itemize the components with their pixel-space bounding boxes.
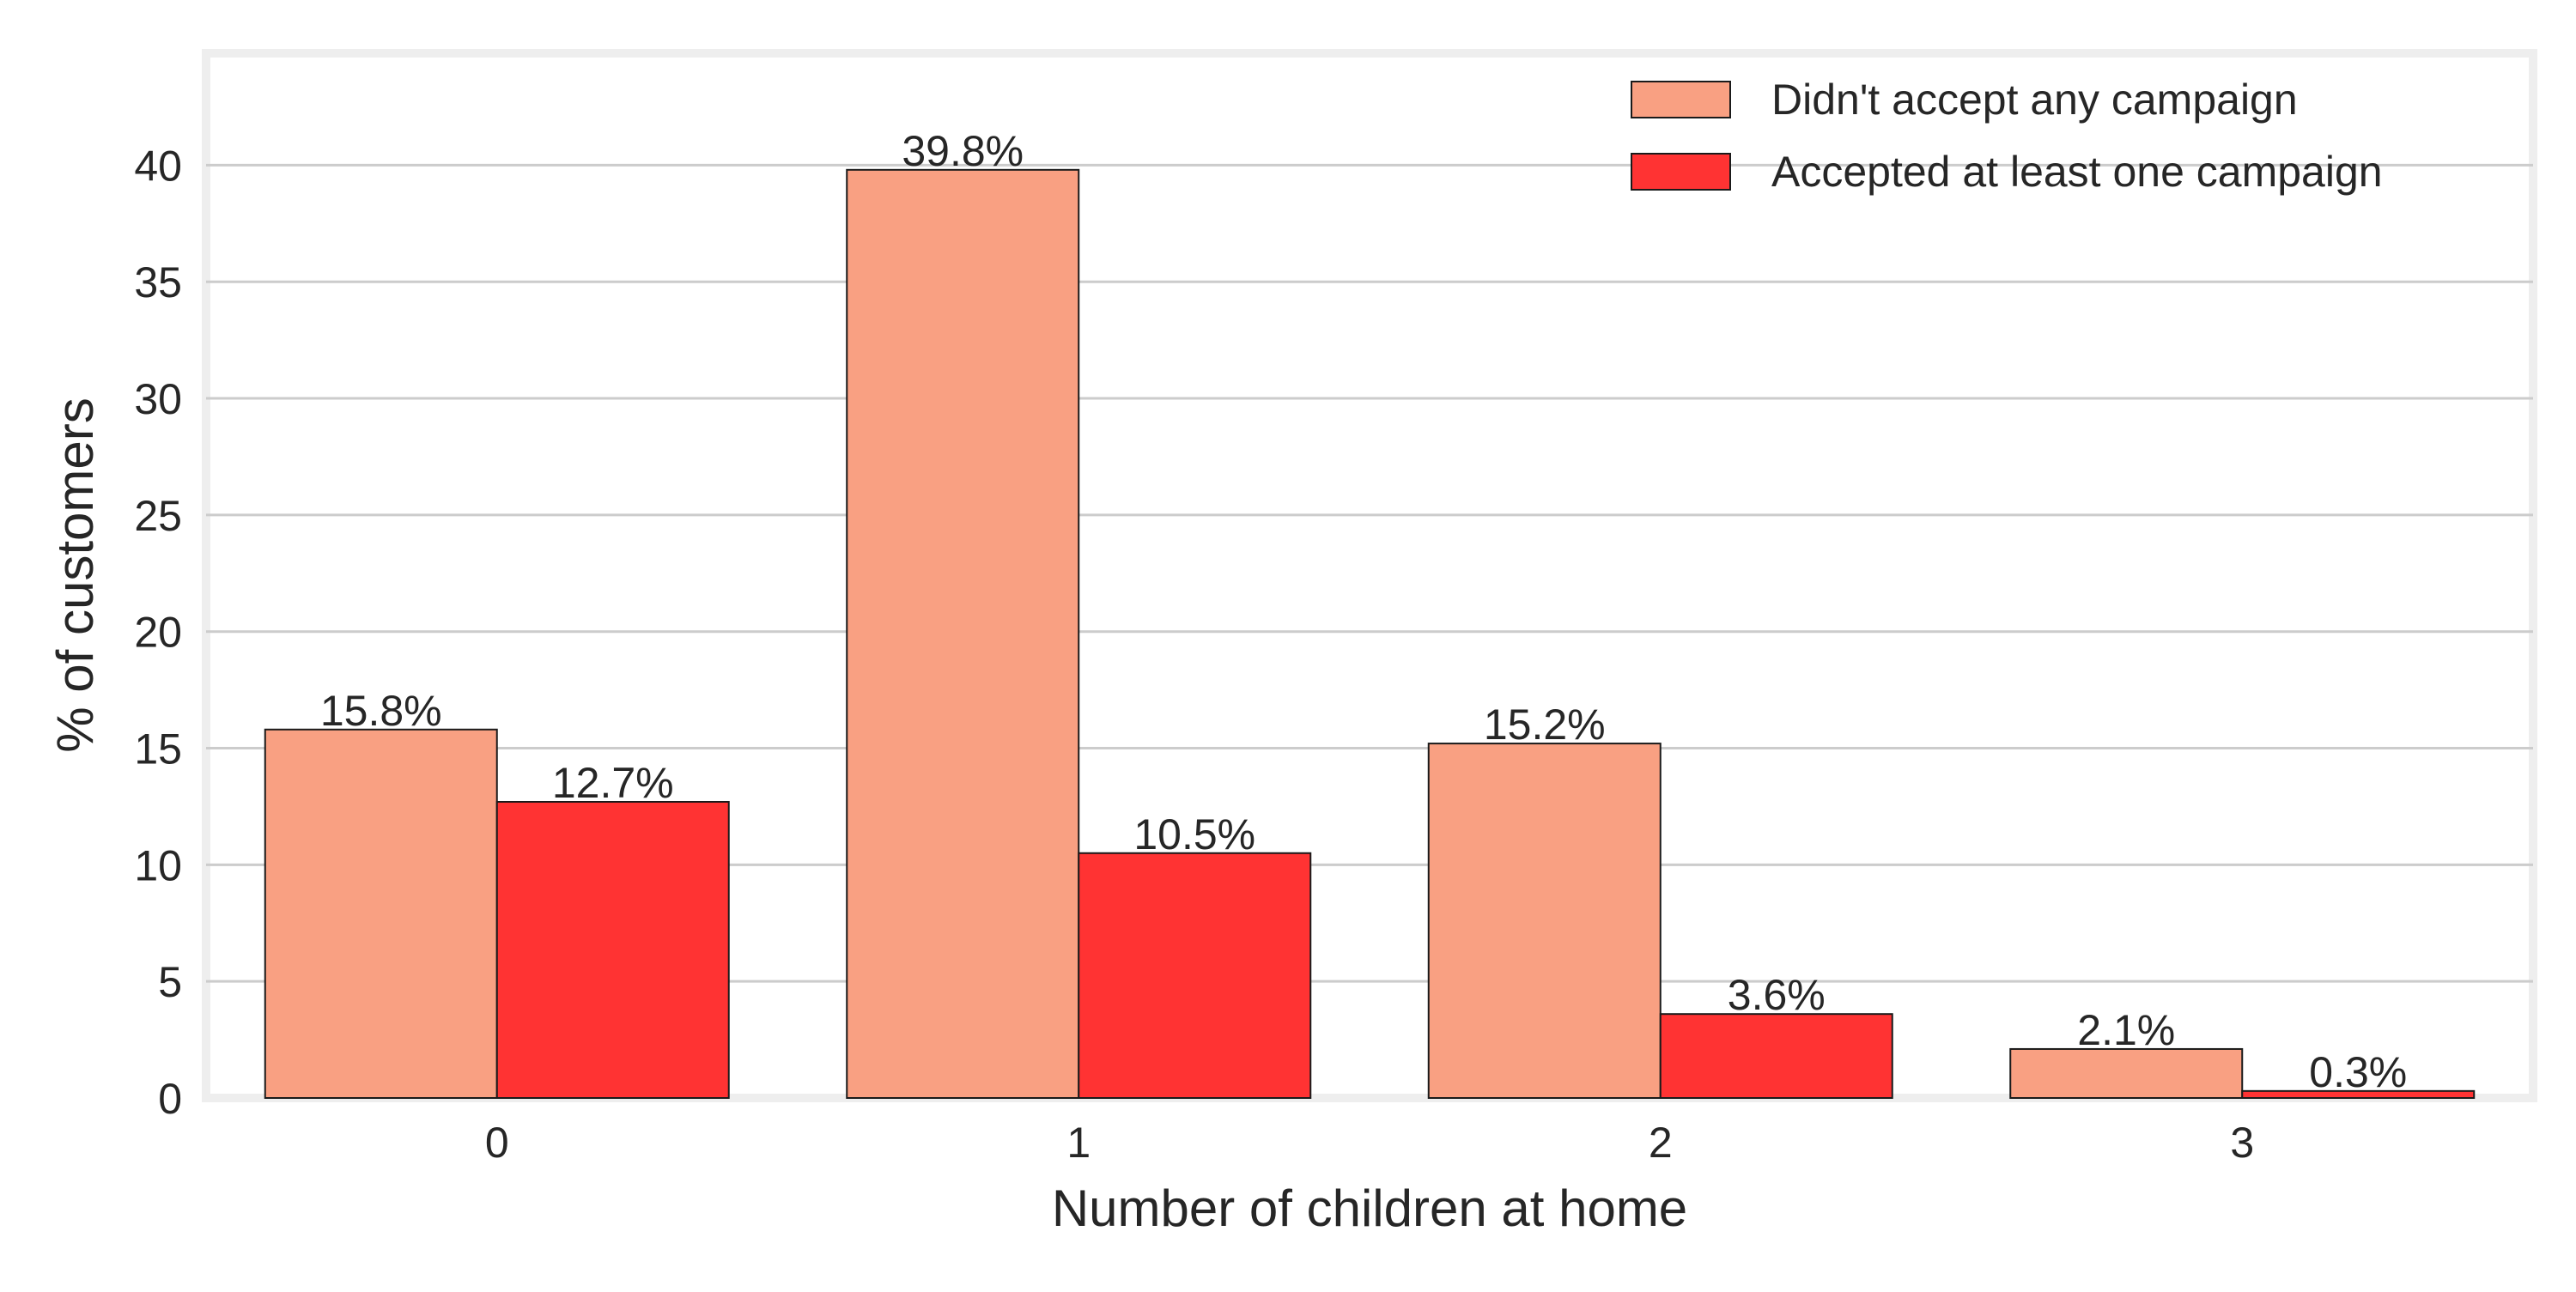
bar-value-label: 39.8% [902, 127, 1024, 175]
data-labels: 15.8% 12.7% 39.8% 10.5% 15.2% 3.6% 2.1% 0.3% [320, 127, 2407, 1096]
legend-label: Didn't accept any campaign [1771, 76, 2298, 124]
legend-swatch [1631, 81, 1731, 118]
x-tick-label: 2 [1649, 1119, 1673, 1167]
x-axis-ticks: 0 1 2 3 [485, 1119, 2254, 1167]
bar-value-label: 2.1% [2077, 1006, 2175, 1054]
y-axis-label: % of customers [46, 397, 104, 752]
bar [1659, 1013, 1893, 1099]
legend: Didn't accept any campaign Accepted at le… [1631, 76, 2383, 196]
y-tick-label: 5 [158, 958, 182, 1006]
bar [1427, 743, 1662, 1099]
bar [264, 728, 498, 1099]
bar-value-label: 12.7% [552, 759, 674, 807]
bar-value-label: 3.6% [1728, 971, 1826, 1019]
y-tick-label: 20 [134, 609, 182, 657]
legend-swatch [1631, 153, 1731, 191]
y-tick-label: 25 [134, 492, 182, 540]
y-tick-label: 30 [134, 375, 182, 423]
y-tick-label: 35 [134, 258, 182, 306]
bar-value-label: 0.3% [2309, 1048, 2407, 1096]
bar-value-label: 10.5% [1133, 810, 1255, 858]
bar [846, 168, 1080, 1099]
bars [264, 168, 2476, 1100]
legend-label: Accepted at least one campaign [1771, 148, 2383, 196]
bar [2241, 1089, 2476, 1100]
y-tick-label: 40 [134, 142, 182, 190]
bar-value-label: 15.2% [1484, 701, 1606, 749]
bar [1078, 852, 1312, 1099]
x-tick-label: 1 [1066, 1119, 1091, 1167]
bar [2009, 1047, 2244, 1099]
bar-value-label: 15.8% [320, 687, 442, 735]
x-tick-label: 0 [485, 1119, 509, 1167]
bar [495, 801, 730, 1100]
x-axis-label: Number of children at home [1052, 1180, 1687, 1237]
y-tick-label: 0 [158, 1075, 182, 1123]
y-tick-label: 10 [134, 841, 182, 889]
y-axis-ticks: 0 5 10 15 20 25 30 35 40 [134, 142, 182, 1123]
y-tick-label: 15 [134, 725, 182, 773]
x-tick-label: 3 [2230, 1119, 2254, 1167]
